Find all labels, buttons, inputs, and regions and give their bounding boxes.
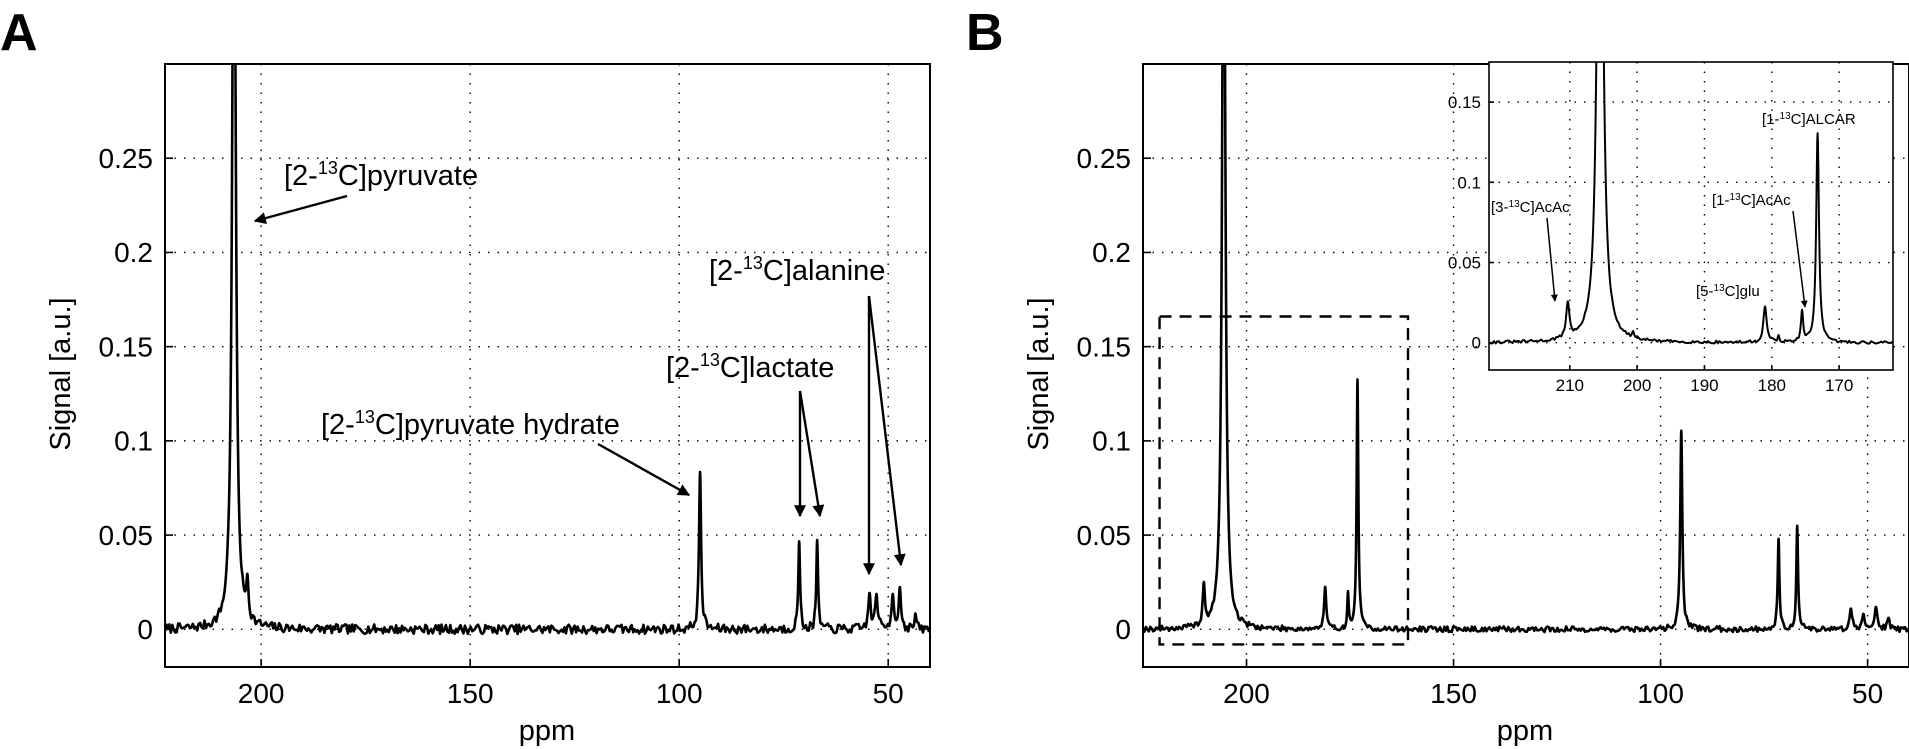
annotation-2-13c-lactate: [2-13C]lactate	[666, 350, 834, 384]
panel-b-y-ticks: 0 0.05 0.1 0.15 0.2 0.25	[1077, 143, 1151, 645]
b-x-tick-label: 150	[1430, 678, 1477, 709]
panel-a-y-ticks: 0 0.05 0.1 0.15 0.2 0.25	[99, 143, 173, 645]
b-y-tick-label: 0.2	[1092, 237, 1131, 268]
b-y-tick-label: 0.25	[1077, 143, 1132, 174]
b-inset-x-tick-label: 180	[1758, 376, 1786, 395]
b-inset-x-tick-label: 210	[1556, 376, 1584, 395]
a-y-tick-label: 0.15	[99, 331, 154, 362]
inset-background	[1489, 62, 1893, 370]
panel-b-spectrum-line	[1143, 64, 1909, 634]
inset-y-ticks: 0 0.05 0.1 0.15	[1448, 93, 1494, 353]
inset-x-ticks: 210 200 190 180 170	[1556, 365, 1853, 395]
b-x-tick-label: 100	[1637, 678, 1684, 709]
inset-spectrum-line	[1489, 62, 1893, 345]
panel-b-y-axis-label: Signal [a.u.]	[1023, 297, 1055, 450]
arrow-1-13c-acac	[1792, 210, 1808, 308]
annotation-5-13c-glu: [5-13C]glu	[1696, 283, 1760, 300]
a-x-tick-label: 50	[873, 678, 904, 709]
arrow-2-13c-pyruvate-hydrate	[597, 442, 691, 497]
b-x-tick-label: 200	[1223, 678, 1270, 709]
a-x-tick-label: 150	[447, 678, 494, 709]
panel-b-zoom-region-box	[1158, 315, 1410, 646]
annotation-2-13c-alanine: [2-13C]alanine	[709, 253, 885, 287]
a-y-tick-label: 0.2	[114, 237, 153, 268]
annotation-2-13c-pyruvate-hydrate: [2-13C]pyruvate hydrate	[321, 407, 620, 441]
b-y-tick-label: 0	[1115, 614, 1131, 645]
b-y-tick-label: 0.1	[1092, 426, 1131, 457]
spectrum-panel-b: 0 0.05 0.1 0.15 0.2 0.25 200 150 100 50 ppm Sign…	[1023, 63, 1909, 747]
arrow-2-13c-alanine-right	[867, 295, 906, 567]
panel-a-x-axis-label: ppm	[519, 715, 575, 747]
b-x-tick-label: 50	[1852, 678, 1883, 709]
arrow-2-13c-pyruvate	[253, 194, 348, 224]
a-y-tick-label: 0	[137, 614, 153, 645]
arrow-3-13c-acac	[1546, 217, 1558, 302]
a-x-tick-label: 200	[238, 678, 285, 709]
a-y-tick-label: 0.25	[99, 143, 154, 174]
panel-a-grid	[165, 64, 930, 667]
b-inset-x-tick-label: 190	[1690, 376, 1718, 395]
b-inset-y-tick-label: 0.1	[1457, 173, 1481, 192]
inset-plot-frame	[1488, 61, 1894, 371]
spectrum-panel-a: 0 0.05 0.1 0.15 0.2 0.25 200 150 100 50 ppm Sign…	[45, 63, 931, 747]
a-y-tick-label: 0.1	[114, 426, 153, 457]
annotation-2-13c-pyruvate: [2-13C]pyruvate	[284, 158, 478, 192]
annotation-1-13c-acac: [1-13C]AcAc	[1712, 192, 1791, 209]
b-inset-x-tick-label: 170	[1825, 376, 1853, 395]
panel-a-x-ticks: 200 150 100 50	[238, 659, 904, 709]
panel-a-y-axis-label: Signal [a.u.]	[45, 297, 77, 450]
b-inset-y-tick-label: 0	[1472, 334, 1481, 353]
b-inset-y-tick-label: 0.05	[1448, 253, 1481, 272]
panel-b-x-ticks: 200 150 100 50	[1223, 659, 1883, 709]
arrow-2-13c-lactate-right	[798, 390, 825, 518]
b-y-tick-label: 0.05	[1077, 520, 1132, 551]
panel-b-inset: 0 0.05 0.1 0.15 210 200 190 180 170 [3-13C]AcAc…	[1448, 61, 1894, 395]
a-y-tick-label: 0.05	[99, 520, 154, 551]
b-inset-y-tick-label: 0.15	[1448, 93, 1481, 112]
panel-b-x-axis-label: ppm	[1497, 715, 1553, 747]
b-inset-x-tick-label: 200	[1623, 376, 1651, 395]
annotation-3-13c-acac: [3-13C]AcAc	[1491, 199, 1570, 216]
b-y-tick-label: 0.15	[1077, 331, 1132, 362]
panel-label-a: A	[0, 4, 38, 62]
panel-a-plot-frame	[164, 63, 931, 668]
panel-a-spectrum-line	[165, 64, 930, 636]
a-x-tick-label: 100	[656, 678, 703, 709]
annotation-1-13c-alcar: [1-13C]ALCAR	[1762, 111, 1856, 128]
panel-label-b: B	[966, 4, 1004, 62]
